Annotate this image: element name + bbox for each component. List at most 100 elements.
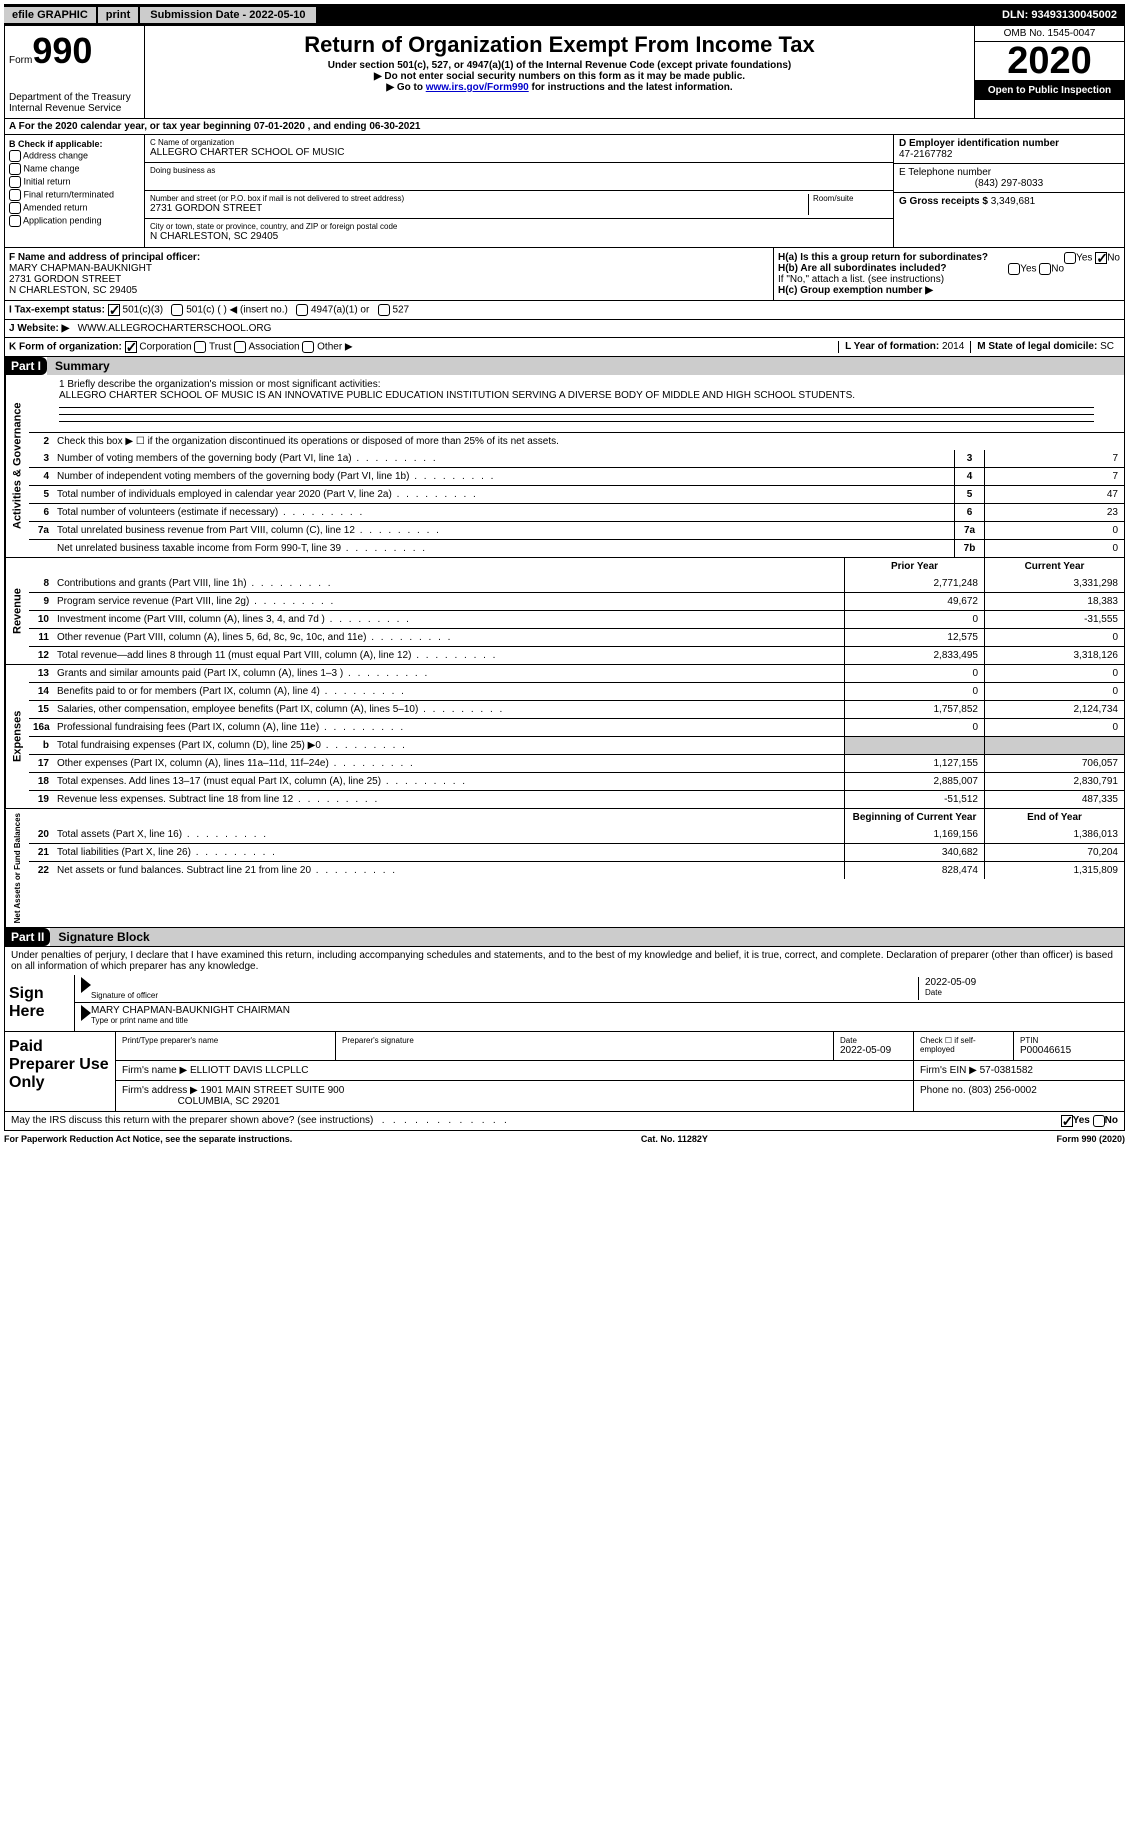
check-501c[interactable] xyxy=(171,304,183,316)
f-label: F Name and address of principal officer: xyxy=(9,252,200,263)
vtab-governance: Activities & Governance xyxy=(5,375,29,557)
row-i: I Tax-exempt status: 501(c)(3) 501(c) ( … xyxy=(4,301,1125,320)
form-number: 990 xyxy=(32,30,92,71)
city-state-zip: N CHARLESTON, SC 29405 xyxy=(150,231,888,242)
vtab-expenses: Expenses xyxy=(5,665,29,808)
officer-city: N CHARLESTON, SC 29405 xyxy=(9,285,137,296)
fgh-block: F Name and address of principal officer:… xyxy=(4,248,1125,301)
hb-no[interactable] xyxy=(1039,263,1051,275)
sig-arrow-icon xyxy=(81,977,91,993)
gross-receipts: 3,349,681 xyxy=(991,196,1036,207)
sign-here-label: Sign Here xyxy=(5,975,75,1031)
efile-label: efile GRAPHIC xyxy=(4,7,96,23)
hb-label: H(b) Are all subordinates included? xyxy=(778,263,947,274)
sig-name: MARY CHAPMAN-BAUKNIGHT CHAIRMAN xyxy=(91,1005,1118,1016)
instr-2-pre: ▶ Go to xyxy=(386,82,425,93)
gross-label: G Gross receipts $ xyxy=(899,196,988,207)
check-final-return[interactable] xyxy=(9,189,21,201)
dln: DLN: 93493130045002 xyxy=(1002,9,1125,21)
mission-text: ALLEGRO CHARTER SCHOOL OF MUSIC IS AN IN… xyxy=(59,390,1094,401)
line-2: Check this box ▶ ☐ if the organization d… xyxy=(53,433,1124,450)
hc-label: H(c) Group exemption number ▶ xyxy=(778,285,933,296)
discuss-yes[interactable] xyxy=(1061,1115,1073,1127)
firm-addr1: 1901 MAIN STREET SUITE 900 xyxy=(201,1085,345,1096)
addr-label: Number and street (or P.O. box if mail i… xyxy=(150,194,808,203)
print-button[interactable]: print xyxy=(98,7,138,23)
check-trust[interactable] xyxy=(194,341,206,353)
ein-label: D Employer identification number xyxy=(899,138,1119,149)
instr-1: ▶ Do not enter social security numbers o… xyxy=(149,71,970,82)
part2-title: Signature Block xyxy=(50,928,1124,946)
paperwork-notice: For Paperwork Reduction Act Notice, see … xyxy=(4,1134,292,1144)
form-footer: Form 990 (2020) xyxy=(1056,1134,1125,1144)
part2-badge: Part II xyxy=(5,928,50,946)
ein-value: 47-2167782 xyxy=(899,149,1119,160)
row-klm: K Form of organization: Corporation Trus… xyxy=(4,338,1125,357)
vtab-revenue: Revenue xyxy=(5,558,29,664)
hdr-eoy: End of Year xyxy=(984,809,1124,826)
year-formation: 2014 xyxy=(942,341,964,352)
check-assoc[interactable] xyxy=(234,341,246,353)
firm-name: ELLIOTT DAVIS LLCPLLC xyxy=(190,1065,309,1076)
check-527[interactable] xyxy=(378,304,390,316)
mission-label: 1 Briefly describe the organization's mi… xyxy=(59,379,1094,390)
org-name: ALLEGRO CHARTER SCHOOL OF MUSIC xyxy=(150,147,888,158)
city-label: City or town, state or province, country… xyxy=(150,222,888,231)
sig-officer-label: Signature of officer xyxy=(91,991,918,1000)
website: WWW.ALLEGROCHARTERSCHOOL.ORG xyxy=(78,323,272,334)
perjury-declaration: Under penalties of perjury, I declare th… xyxy=(5,947,1124,975)
ha-label: H(a) Is this a group return for subordin… xyxy=(778,252,988,263)
ha-no[interactable] xyxy=(1095,252,1107,264)
irs-label: Internal Revenue Service xyxy=(9,103,140,114)
open-public-badge: Open to Public Inspection xyxy=(975,81,1124,100)
check-name-change[interactable] xyxy=(9,163,21,175)
room-label: Room/suite xyxy=(813,194,888,203)
col-b-header: B Check if applicable: xyxy=(9,139,140,149)
check-initial-return[interactable] xyxy=(9,176,21,188)
check-app-pending[interactable] xyxy=(9,215,21,227)
row-j: J Website: ▶ WWW.ALLEGROCHARTERSCHOOL.OR… xyxy=(4,320,1125,338)
dba-label: Doing business as xyxy=(150,166,888,175)
officer-name: MARY CHAPMAN-BAUKNIGHT xyxy=(9,263,152,274)
sig-date-label: Date xyxy=(925,988,1118,997)
instr-2-post: for instructions and the latest informat… xyxy=(529,82,733,93)
hb-yes[interactable] xyxy=(1008,263,1020,275)
dept-treasury: Department of the Treasury xyxy=(9,92,140,103)
phone-label: E Telephone number xyxy=(899,167,1119,178)
sig-date: 2022-05-09 xyxy=(925,977,1118,988)
hb-note: If "No," attach a list. (see instruction… xyxy=(778,274,1120,285)
check-501c3[interactable] xyxy=(108,304,120,316)
officer-addr: 2731 GORDON STREET xyxy=(9,274,121,285)
check-amended[interactable] xyxy=(9,202,21,214)
top-bar: efile GRAPHIC print Submission Date - 20… xyxy=(4,4,1125,26)
form-subtitle: Under section 501(c), 527, or 4947(a)(1)… xyxy=(149,60,970,71)
ptin: P00046615 xyxy=(1020,1045,1118,1056)
check-4947[interactable] xyxy=(296,304,308,316)
ha-yes[interactable] xyxy=(1064,252,1076,264)
check-corp[interactable] xyxy=(125,341,137,353)
phone-value: (843) 297-8033 xyxy=(899,178,1119,189)
self-employed-check[interactable]: Check ☐ if self-employed xyxy=(914,1032,1014,1060)
entity-block: B Check if applicable: Address change Na… xyxy=(4,135,1125,248)
check-address-change[interactable] xyxy=(9,150,21,162)
discuss-no[interactable] xyxy=(1093,1115,1105,1127)
firm-addr2: COLUMBIA, SC 29201 xyxy=(178,1096,280,1107)
check-other[interactable] xyxy=(302,341,314,353)
name-label: C Name of organization xyxy=(150,138,888,147)
form-header: Form990 Department of the Treasury Inter… xyxy=(4,26,1125,119)
sig-arrow-icon-2 xyxy=(81,1005,91,1021)
form-word: Form xyxy=(9,55,32,66)
prep-date: 2022-05-09 xyxy=(840,1045,907,1056)
hdr-current-year: Current Year xyxy=(984,558,1124,575)
discuss-question: May the IRS discuss this return with the… xyxy=(11,1115,1061,1127)
row-a-period: A For the 2020 calendar year, or tax yea… xyxy=(4,119,1125,135)
submission-date: Submission Date - 2022-05-10 xyxy=(140,7,315,23)
hdr-prior-year: Prior Year xyxy=(844,558,984,575)
part1-badge: Part I xyxy=(5,357,47,375)
form-title: Return of Organization Exempt From Incom… xyxy=(149,32,970,58)
firm-ein: 57-0381582 xyxy=(980,1065,1033,1076)
part1-title: Summary xyxy=(47,357,1124,375)
firm-phone: (803) 256-0002 xyxy=(968,1085,1036,1096)
sig-name-label: Type or print name and title xyxy=(91,1016,1118,1025)
irs-link[interactable]: www.irs.gov/Form990 xyxy=(426,82,529,93)
